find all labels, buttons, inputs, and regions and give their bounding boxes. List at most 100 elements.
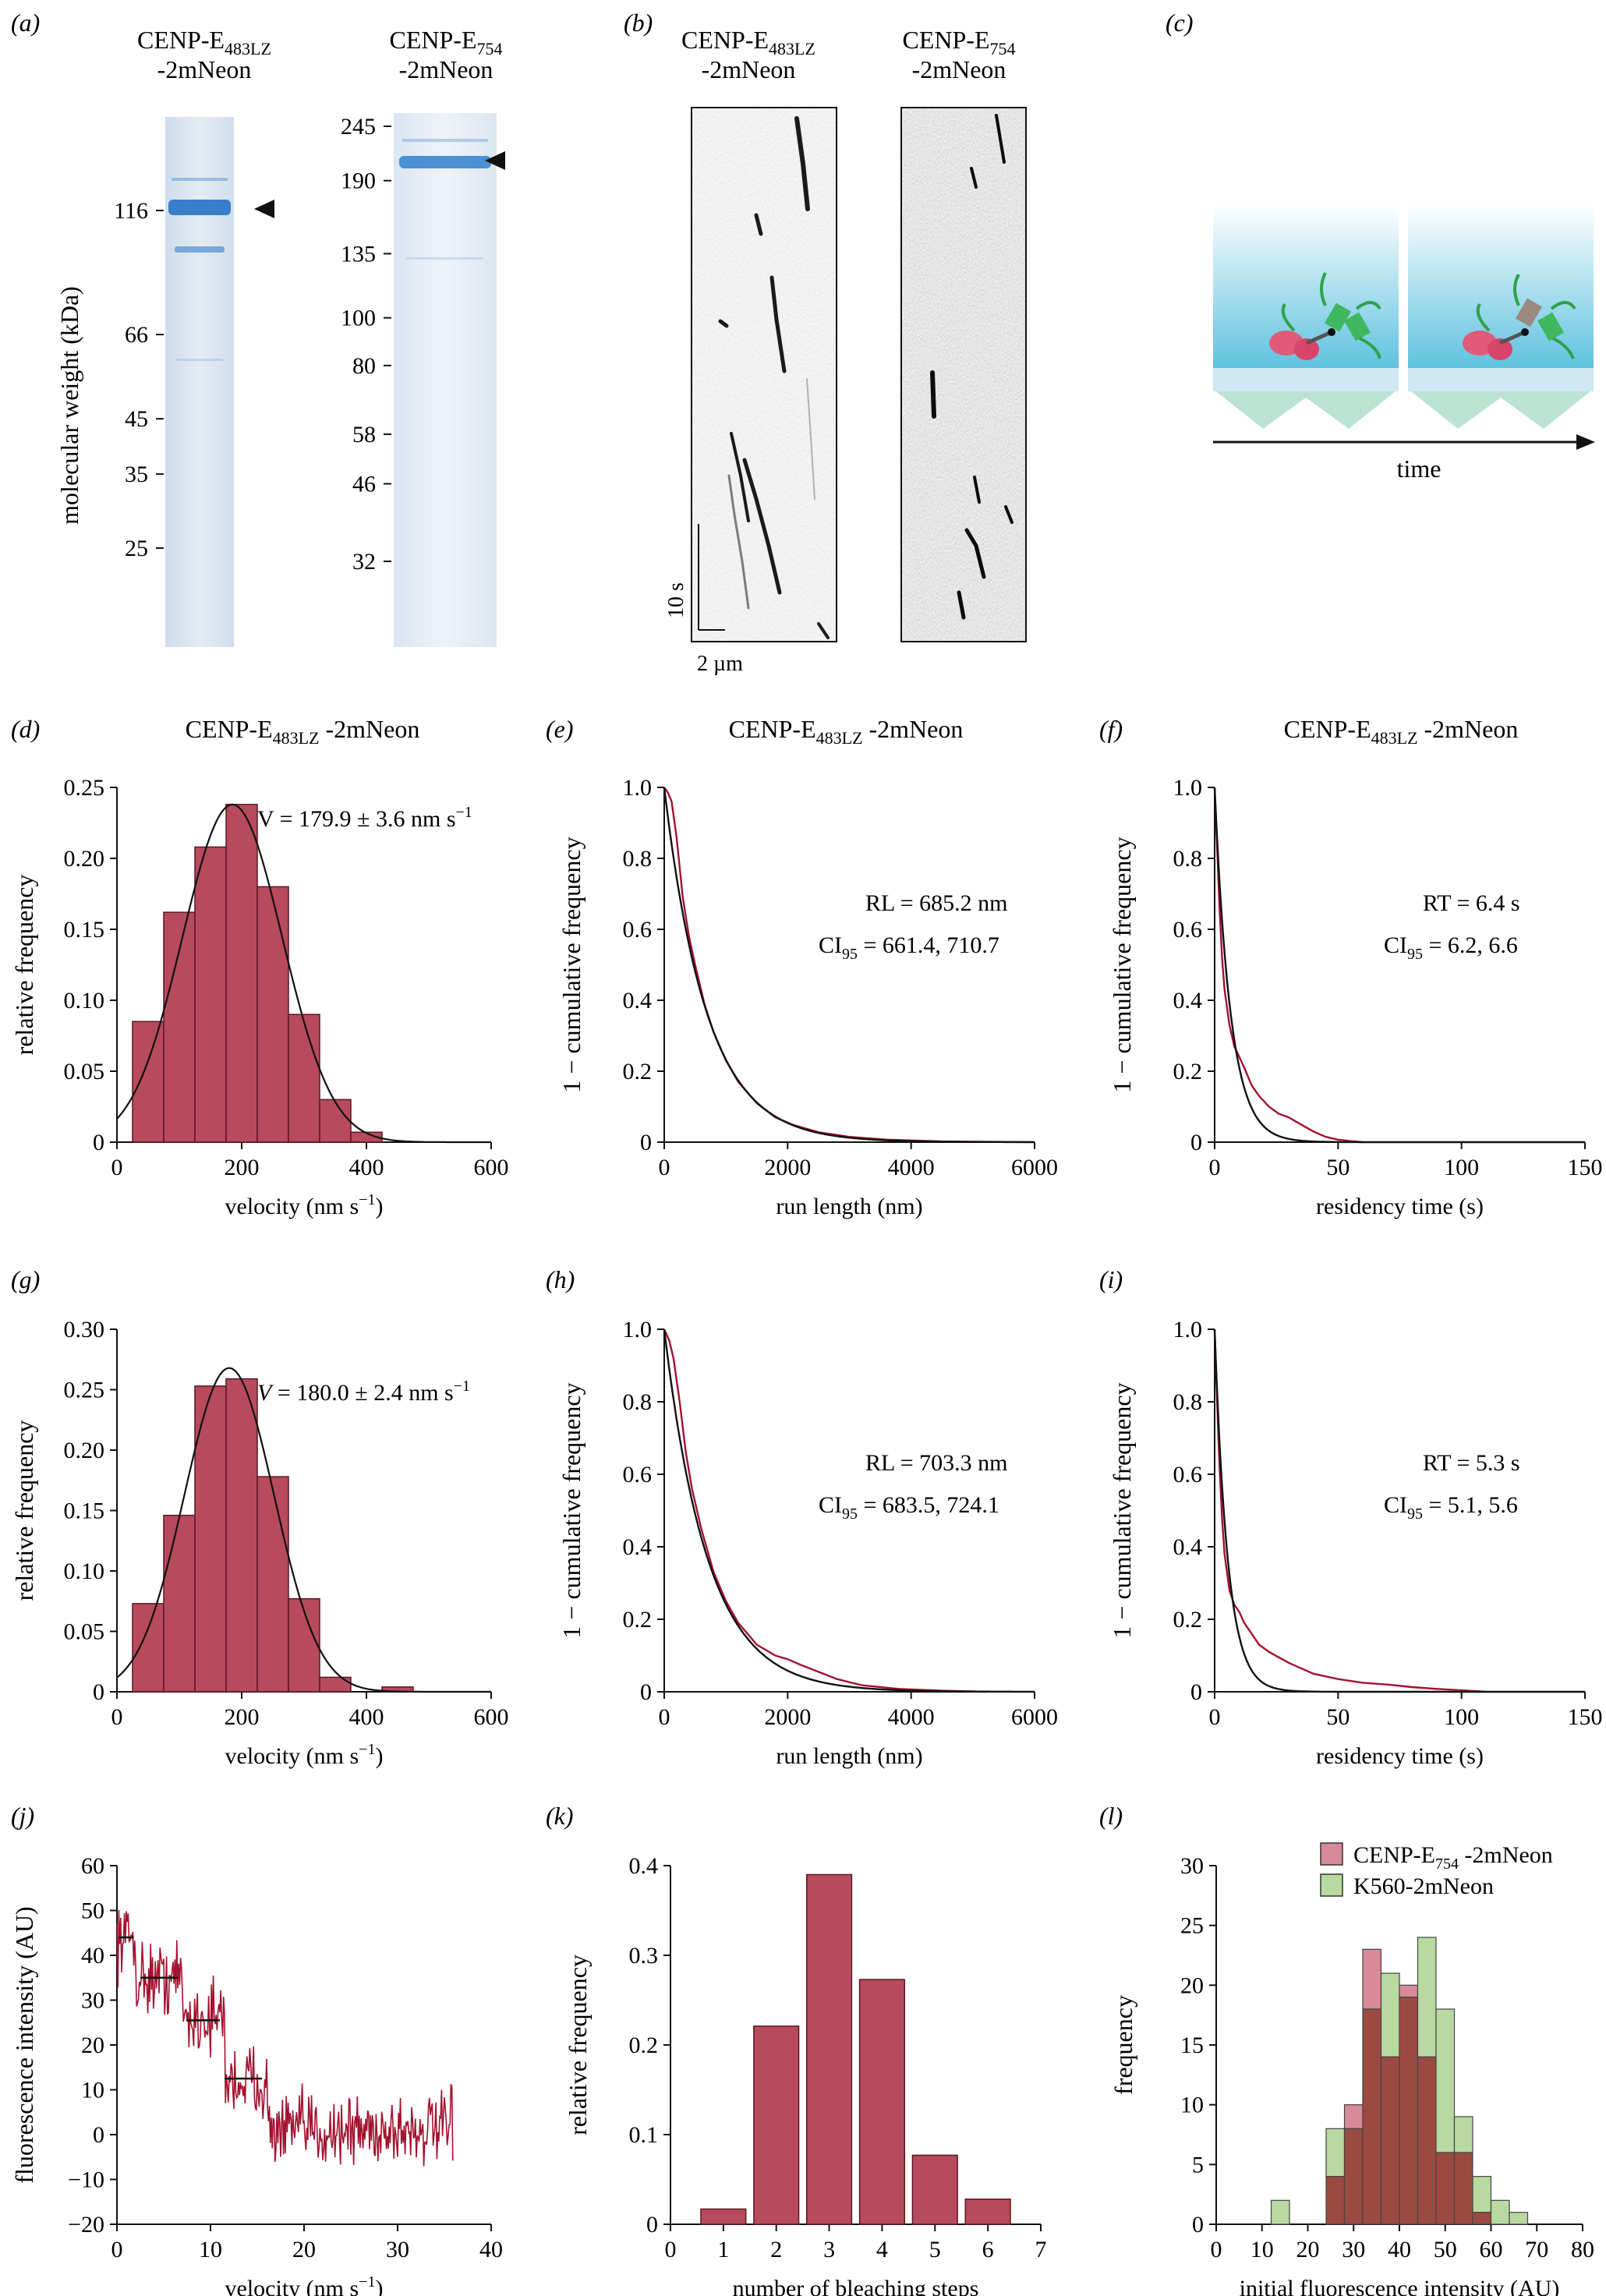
x-tick-label: 4 [876,2237,888,2262]
exponential-fit-line [1213,1328,1585,1693]
x-tick-label: 10 [1250,2237,1274,2262]
y-tick-label: −20 [68,2212,104,2238]
x-tick-label: 600 [474,1155,509,1180]
y-tick-label: 0 [1192,2212,1204,2238]
y-axis-label: 1 − cumulative frequency [1108,837,1136,1092]
bleaching-bar [858,1979,906,2225]
y-tick-label: 0 [93,1130,104,1155]
x-tick-label: 400 [349,1704,384,1730]
y-tick-label: 0 [93,1679,104,1705]
x-tick-label: 0 [1209,1704,1221,1730]
y-tick-label: 0 [640,1679,652,1705]
y-tick-label: 0.4 [623,988,653,1014]
chart-e: 0 2000 4000 6000 0 0.2 0.4 0.6 0.8 1.0 run length … [557,775,1058,1219]
overlap-bar [1399,1997,1419,2225]
y-tick-label: 0.6 [623,1462,653,1488]
kymograph-1 [692,108,837,642]
histogram-bar [256,886,289,1143]
y-tick-label: 15 [1180,2032,1204,2058]
y-axis-label: fluorescence intensity (AU) [10,1906,38,2183]
x-tick-label: 200 [225,1704,260,1730]
bleaching-bar [911,2154,958,2225]
x-tick-label: 6000 [1011,1155,1058,1180]
panel-a: (a) CENP-E483LZ -2mNeon CENP-E754 -2mNeo… [11,9,505,647]
chart-d: 0 200 400 600 0 0.05 0.10 0.15 0.20 0.25 velocity … [10,775,509,1219]
panel-e-ann1: RL = 685.2 nm [865,890,1007,916]
y-tick-label: 0.2 [623,1059,653,1084]
panel-label-g: (g) [11,1265,40,1293]
kymo2-title-line2: -2mNeon [912,55,1006,83]
marker-label: 66 [125,322,148,348]
y-tick-label: 1.0 [623,1317,653,1343]
band-arrow-1 [254,200,274,218]
y-tick-label: 0.05 [64,1059,105,1084]
lane2-markers: 245 190 135 100 80 58 46 32 [341,114,391,575]
panel-label-b: (b) [624,9,653,37]
x-tick-label: 40 [1388,2237,1411,2262]
panel-i-ann2: CI95 = 5.1, 5.6 [1384,1492,1518,1523]
gel-lane-2 [394,113,497,647]
panel-h-ann1: RL = 703.3 nm [865,1450,1007,1476]
k560-bar [1435,2008,1456,2153]
histogram-bar [256,1476,289,1693]
y-tick-label: 0.8 [1173,846,1203,872]
exponential-fit-line [663,1328,1035,1693]
panel-label-c: (c) [1166,9,1194,37]
x-axis-label: run length (nm) [776,1194,922,1219]
y-tick-label: 30 [1180,1853,1204,1879]
marker-label: 245 [341,114,376,140]
y-tick-label: 10 [1180,2093,1204,2118]
x-tick-label: 0 [111,1704,123,1730]
y-tick-label: 0 [1190,1679,1202,1705]
kymograph-2 [901,108,1026,642]
annotations: V = 179.9 ± 3.6 nm s−1 RL = 685.2 nm CI9… [257,804,1520,1523]
chart-i: 0 50 100 150 0 0.2 0.4 0.6 0.8 1.0 residency time … [1108,1317,1603,1769]
gel-band-main-2 [399,156,491,168]
kymograph-2-tracks [930,114,1013,620]
overlap-bar [1453,2152,1473,2225]
coverslip-1 [1213,368,1399,391]
y-tick-label: 30 [81,1988,104,2014]
data-survival-line [663,787,1035,1144]
x-tick-label: 0 [111,2237,123,2262]
y-tick-label: 0 [646,2212,658,2238]
x-axis-label: velocity (nm s−1) [225,1741,384,1769]
time-arrow-head [1576,434,1595,450]
kymograph-2-frame [900,107,1027,642]
y-tick-label: 25 [1180,1913,1204,1939]
y-tick-label: 0.8 [623,1389,653,1415]
y-tick-label: 0.6 [1173,1462,1203,1488]
panel-f-ann2: CI95 = 6.2, 6.6 [1384,932,1518,963]
y-tick-label: 0.15 [64,917,105,943]
y-axis-label: frequency [1109,1995,1137,2095]
y-tick-label: 20 [1180,1972,1204,1998]
chart-l: 0 10 20 30 40 50 60 70 80 0 5 10 15 20 25 30 initial flu… [1109,1853,1594,2296]
x-tick-label: 70 [1525,2237,1548,2262]
lane2-title: CENP-E754 [390,26,503,58]
x-tick-label: 50 [1434,2237,1457,2262]
y-axis-label: relative frequency [564,1955,592,2135]
y-axis-label: 1 − cumulative frequency [557,1382,585,1638]
y-axis-label: relative frequency [10,1420,38,1601]
overlap-bar [1325,2176,1346,2225]
panel-f-title: CENP-E483LZ -2mNeon [1284,715,1519,748]
marker-label: 100 [341,306,376,331]
x-axis-label-text: run length (nm) [776,1194,922,1219]
data-survival-line [1213,1328,1487,1693]
kymograph-1-tracks [718,116,830,639]
histogram-bar [288,1597,320,1693]
histogram-bar [194,1385,227,1693]
x-tick-label: 80 [1571,2237,1594,2262]
panel-label-f: (f) [1099,715,1123,743]
k560-bar [1325,2128,1346,2177]
x-tick-label: 150 [1568,1155,1603,1180]
chart-f: 0 50 100 150 0 0.2 0.4 0.6 0.8 1.0 residency time … [1108,775,1603,1219]
histogram-bar [319,1098,352,1143]
x-tick-label: 6 [982,2237,994,2262]
x-tick-label: 100 [1444,1155,1479,1180]
y-tick-label: 60 [81,1853,104,1879]
marker-label: 116 [114,198,148,224]
y-tick-label: −10 [68,2167,104,2193]
x-tick-label: 40 [479,2237,503,2262]
